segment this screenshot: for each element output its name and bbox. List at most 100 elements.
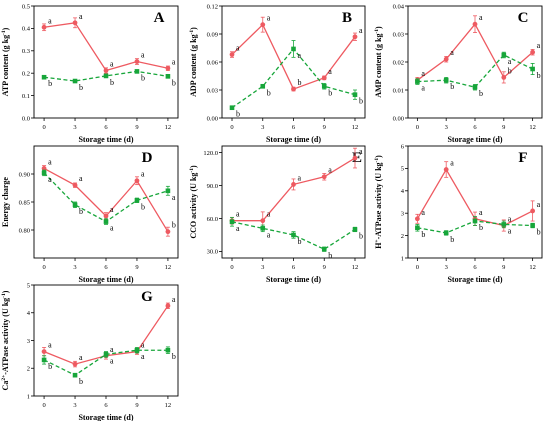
y-tick-label: 5 — [27, 282, 30, 289]
data-point-red — [229, 52, 235, 57]
significance-label: b — [236, 110, 240, 119]
significance-label: a — [141, 51, 145, 60]
significance-label: a — [537, 200, 541, 209]
data-point-green — [41, 357, 47, 363]
y-tick-label: 0.02 — [393, 59, 404, 66]
series-line-green — [417, 54, 533, 88]
significance-label: b — [537, 71, 541, 80]
data-point-green — [530, 223, 535, 228]
series-line-green — [44, 70, 169, 82]
y-axis-title-superscript: -1 — [1, 30, 7, 35]
data-point-green — [415, 79, 420, 84]
x-tick-label: 12 — [165, 264, 172, 271]
data-point-green — [134, 347, 140, 353]
significance-label: a — [110, 345, 114, 354]
data-point-green — [72, 372, 78, 378]
x-tick-label: 6 — [292, 264, 296, 271]
y-tick-label: 1 — [27, 393, 30, 400]
x-axis-title: Storage time (d) — [78, 135, 133, 144]
panel-d: 0 3 6 9 12 0.80 0.85 0.90 Storage time (d) Energy… — [1, 145, 179, 284]
significance-label: a — [172, 57, 176, 66]
data-point-red — [530, 49, 536, 55]
y-axis-title-part: -ATPase activity (U kg — [374, 162, 383, 239]
y-tick-label: 2 — [401, 233, 404, 240]
significance-label: a — [298, 173, 302, 182]
significance-label: a — [79, 174, 83, 183]
y-axis-title-part: -ATPase activity (U kg — [1, 298, 10, 375]
y-tick-label: 5 — [401, 166, 404, 173]
y-tick-label: 90.0 — [207, 183, 218, 190]
significance-label: a — [359, 26, 363, 35]
y-tick-label: 0.03 — [393, 31, 404, 38]
y-tick-label: 0.85 — [19, 199, 30, 206]
x-tick-label: 6 — [292, 124, 296, 131]
significance-label: b — [172, 78, 176, 87]
plot-frame — [221, 145, 366, 259]
x-tick-label: 6 — [473, 264, 477, 271]
data-point-green — [443, 77, 449, 83]
significance-label: a — [48, 341, 52, 350]
significance-label: b — [537, 228, 541, 237]
significance-label: a — [141, 352, 145, 361]
significance-label: b — [479, 89, 483, 98]
data-point-red — [472, 21, 478, 27]
significance-label: b — [450, 235, 454, 244]
significance-label: b — [48, 79, 52, 88]
data-point-red — [443, 56, 449, 62]
significance-label: a — [267, 210, 271, 219]
significance-label: a — [421, 69, 425, 78]
data-point-green — [260, 83, 266, 89]
x-tick-label: 9 — [323, 124, 326, 131]
plot-frame — [33, 284, 179, 397]
significance-label: a — [172, 193, 176, 202]
x-tick-label: 3 — [73, 124, 76, 131]
y-axis-title-superscript: -1 — [374, 158, 380, 163]
significance-label: a — [328, 166, 332, 175]
data-point-red — [72, 361, 78, 367]
y-tick-label: 0.4 — [22, 26, 31, 33]
significance-label: b — [479, 223, 483, 232]
panel-letter: F — [518, 150, 527, 166]
data-point-red — [291, 86, 296, 92]
panel-e: 0 3 6 9 12 30.0 60.0 90.0 120.0 Storage time (d) C… — [189, 145, 366, 284]
y-axis-title-part: ) — [189, 27, 198, 30]
y-tick-label: 0.0 — [22, 115, 30, 122]
y-axis-title-superscript: -1 — [374, 29, 380, 34]
panel-letter: C — [518, 10, 529, 26]
series-line-green — [231, 47, 356, 109]
x-axis-title: Storage time (d) — [266, 135, 321, 144]
y-axis-title: AMP content (g kg-1) — [374, 26, 383, 98]
y-axis-title-superscript: -1 — [189, 168, 195, 173]
x-tick-label: 9 — [502, 264, 505, 271]
data-point-green — [472, 218, 478, 224]
y-axis-title-part: H — [374, 242, 383, 249]
panel-c: 0 3 6 9 12 0.00 0.01 0.02 0.03 0.04 Storage time (… — [374, 3, 543, 144]
significance-label: a — [79, 353, 83, 362]
data-point-green — [472, 84, 478, 90]
panel-letter: D — [142, 150, 153, 166]
significance-label: a — [236, 210, 240, 219]
significance-label: a — [110, 356, 114, 365]
y-axis-title-superscript: + — [374, 239, 380, 242]
x-tick-label: 9 — [135, 124, 138, 131]
x-tick-label: 3 — [73, 264, 76, 271]
data-point-red — [414, 216, 420, 222]
x-tick-label: 3 — [445, 264, 448, 271]
significance-label: b — [298, 237, 302, 246]
y-axis-title: Energy charge — [1, 177, 10, 227]
x-tick-label: 12 — [352, 124, 359, 131]
y-tick-label: 30.0 — [207, 249, 218, 256]
panel-b: 0 3 6 9 12 0.00 0.03 0.06 0.09 0.12 Storage time (… — [189, 3, 366, 144]
x-tick-label: 12 — [165, 402, 172, 409]
significance-label: b — [79, 83, 83, 92]
y-tick-label: 0.12 — [207, 3, 218, 10]
data-point-red — [41, 166, 47, 171]
y-tick-label: 0.80 — [19, 227, 30, 234]
data-point-green — [41, 74, 47, 80]
x-tick-label: 0 — [230, 264, 233, 271]
significance-label: a — [236, 224, 240, 233]
x-axis-title: Storage time (d) — [78, 413, 133, 421]
y-tick-label: 60.0 — [207, 216, 218, 223]
